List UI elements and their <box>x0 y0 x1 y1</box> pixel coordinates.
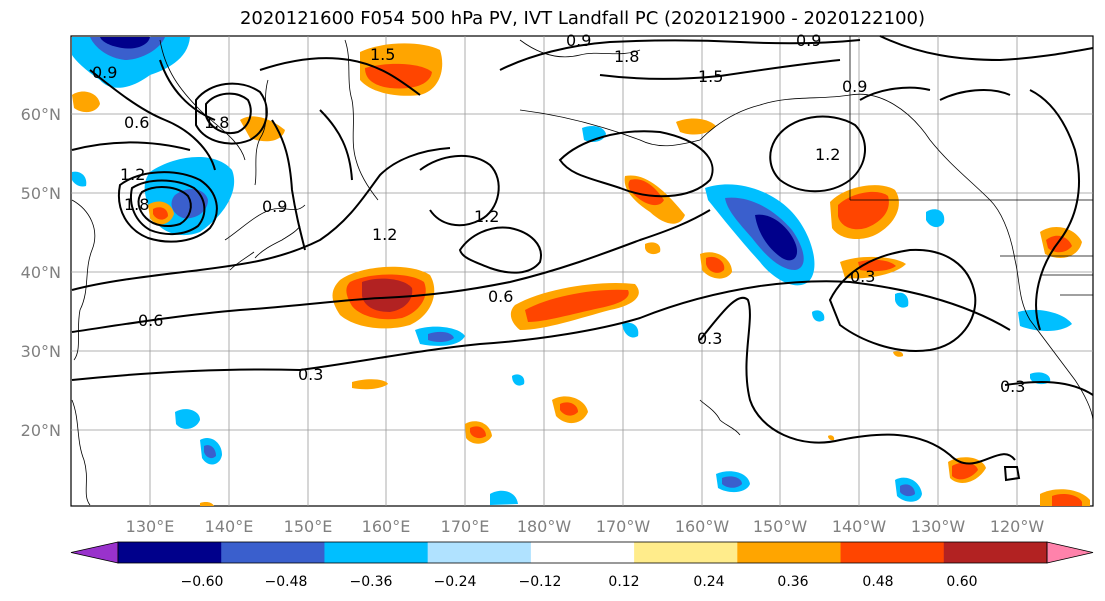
lon-label: 160°E <box>362 517 411 536</box>
lon-label: 130°W <box>911 517 966 536</box>
contour-label: 0.3 <box>850 267 875 286</box>
lon-label: 170°W <box>596 517 651 536</box>
lon-label: 120°W <box>990 517 1045 536</box>
lon-label: 150°W <box>753 517 808 536</box>
lat-label: 50°N <box>21 184 61 203</box>
contour-label: 1.5 <box>370 45 395 64</box>
colorbar-segment <box>737 542 842 563</box>
contour-label: 1.8 <box>614 47 639 66</box>
map-frame <box>70 35 1094 507</box>
lon-label: 140°W <box>832 517 887 536</box>
lon-label: 170°E <box>441 517 490 536</box>
contour-label: 1.2 <box>815 145 840 164</box>
contour-label: 1.8 <box>124 195 149 214</box>
lat-label: 60°N <box>21 105 61 124</box>
contour-label: 1.2 <box>120 165 145 184</box>
colorbar-tick-label: −0.60 <box>181 574 224 590</box>
positive-anomaly-fills <box>72 43 1090 506</box>
colorbar-segment <box>324 542 429 563</box>
longitude-labels: 130°E 140°E 150°E 160°E 170°E 180°W 170°… <box>126 517 1045 536</box>
lon-label: 130°E <box>126 517 175 536</box>
colorbar-segment <box>943 542 1048 563</box>
lon-label: 140°E <box>205 517 254 536</box>
colorbar-segment <box>70 541 119 564</box>
colorbar-segment <box>1046 541 1094 564</box>
contour-label: 1.5 <box>698 67 723 86</box>
lat-label: 30°N <box>21 342 61 361</box>
pv-contours <box>71 35 1094 482</box>
contour-label: 0.3 <box>298 365 323 384</box>
colorbar-segment <box>634 542 738 563</box>
colorbar-tick-label: −0.24 <box>434 574 477 590</box>
colorbar-tick-label: −0.12 <box>519 574 562 590</box>
colorbar-tick-label: 0.60 <box>946 574 977 590</box>
contour-label: 0.6 <box>138 311 163 330</box>
colorbar-tick-labels: −0.60 −0.48 −0.36 −0.24 −0.12 0.12 0.24 … <box>181 574 978 590</box>
contour-label: 0.9 <box>796 31 821 50</box>
colorbar-tick-label: 0.48 <box>862 574 893 590</box>
latitude-labels: 60°N 50°N 40°N 30°N 20°N <box>21 105 61 440</box>
colorbar-segment <box>427 542 532 563</box>
colorbar-segment <box>840 542 945 563</box>
contour-label: 0.9 <box>842 77 867 96</box>
lon-label: 160°W <box>675 517 730 536</box>
contour-label: 0.3 <box>1000 377 1025 396</box>
colorbar-tick-label: −0.36 <box>350 574 393 590</box>
contour-label: 0.9 <box>92 63 117 82</box>
colorbar-segment <box>118 542 222 563</box>
contour-labels: 0.3 0.3 0.3 0.3 0.6 0.6 0.6 0.9 0.9 0.9 … <box>92 31 1025 396</box>
lat-label: 20°N <box>21 421 61 440</box>
contour-label: 1.2 <box>474 207 499 226</box>
colorbar-tick-label: 0.24 <box>693 574 724 590</box>
coastlines <box>71 36 1094 506</box>
contour-label: 1.8 <box>204 113 229 132</box>
contour-label: 0.6 <box>488 287 513 306</box>
lon-label: 150°E <box>284 517 333 536</box>
contour-label: 0.9 <box>262 197 287 216</box>
lat-label: 40°N <box>21 263 61 282</box>
contour-label: 0.9 <box>566 31 591 50</box>
lon-label: 180°W <box>517 517 572 536</box>
colorbar-tick-label: 0.36 <box>777 574 808 590</box>
colorbar-tick-label: 0.12 <box>608 574 639 590</box>
contour-label: 0.6 <box>124 113 149 132</box>
contour-label: 1.2 <box>372 225 397 244</box>
contour-label: 0.3 <box>697 329 722 348</box>
colorbar <box>70 541 1094 564</box>
colorbar-segment <box>530 542 635 563</box>
colorbar-tick-label: −0.48 <box>265 574 308 590</box>
colorbar-border <box>117 541 1048 564</box>
map-title: 2020121600 F054 500 hPa PV, IVT Landfall… <box>239 8 926 29</box>
colorbar-segment <box>221 542 325 563</box>
